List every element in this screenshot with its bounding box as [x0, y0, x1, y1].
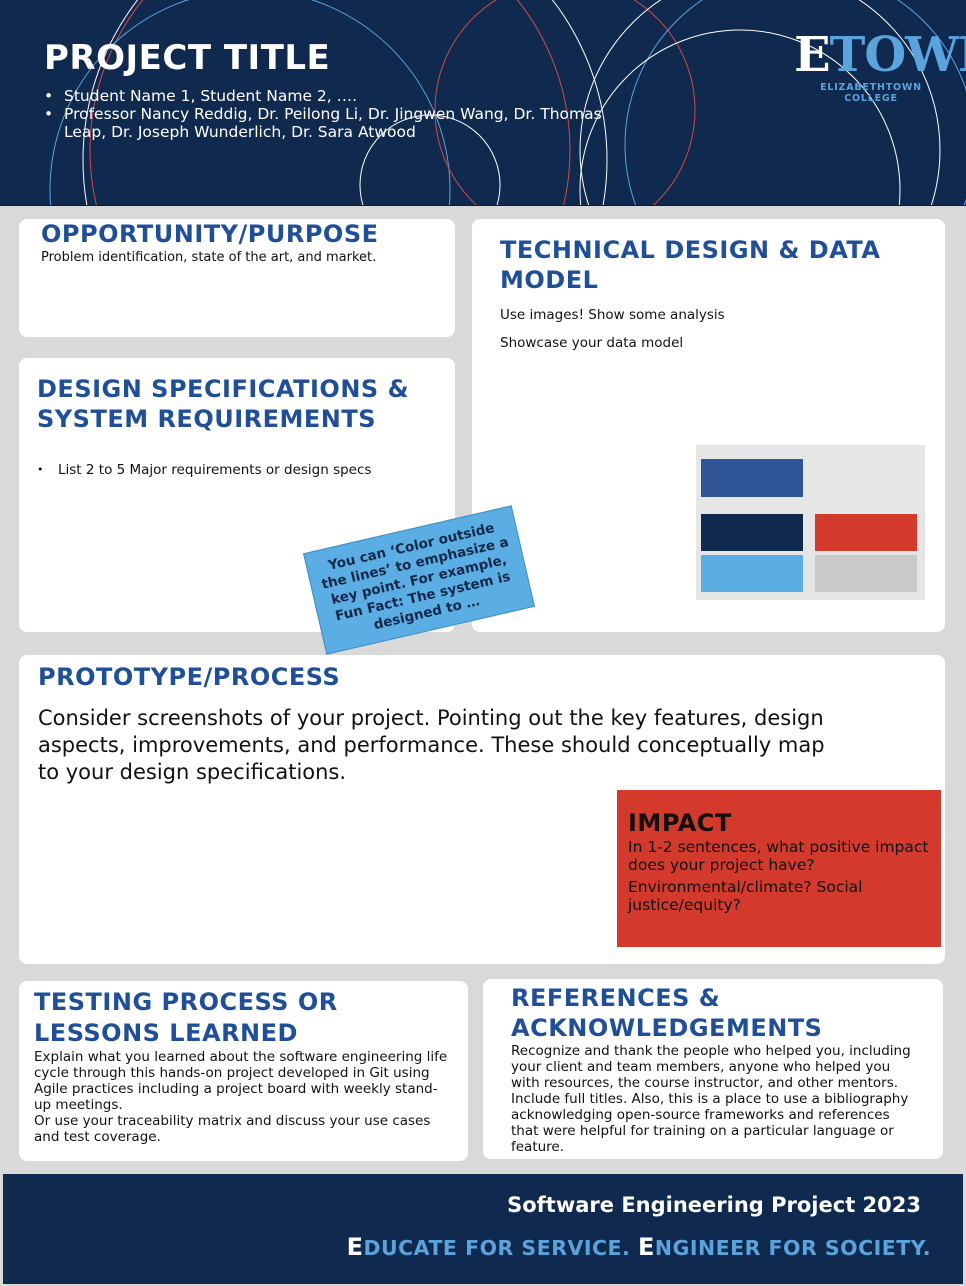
tagline-cap: E	[346, 1233, 364, 1261]
references-card: REFERENCES & ACKNOWLEDGEMENTS Recognize …	[483, 979, 943, 1159]
opportunity-body: Problem identification, state of the art…	[41, 250, 377, 265]
impact-box: IMPACT In 1-2 sentences, what positive i…	[617, 790, 941, 947]
testing-body: Explain what you learned about the softw…	[34, 1049, 448, 1113]
technical-heading: TECHNICAL DESIGN & DATA MODEL	[500, 236, 881, 294]
opportunity-card: OPPORTUNITY/PURPOSE Problem identificati…	[19, 219, 455, 337]
design-list-item: List 2 to 5 Major requirements or design…	[37, 462, 437, 478]
event-title: Software Engineering Project 2023	[507, 1193, 921, 1217]
design-heading: DESIGN SPECIFICATIONS & SYSTEM REQUIREME…	[37, 375, 409, 433]
testing-heading: TESTING PROCESS OR LESSONS LEARNED	[34, 988, 338, 1047]
author-list: Student Name 1, Student Name 2, …. Profe…	[44, 87, 604, 141]
swatch-navy	[701, 514, 803, 551]
technical-line: Showcase your data model	[500, 335, 684, 351]
references-heading: REFERENCES & ACKNOWLEDGEMENTS	[511, 984, 823, 1042]
impact-line: Environmental/climate? Social justice/eq…	[628, 878, 863, 914]
references-body: Recognize and thank the people who helpe…	[511, 1043, 911, 1155]
tagline: EDUCATE FOR SERVICE. ENGINEER FOR SOCIET…	[347, 1233, 931, 1261]
etown-logo: ETOWN ELIZABETHTOWN COLLEGE	[794, 27, 966, 104]
logo-subtitle: ELIZABETHTOWN COLLEGE	[820, 82, 922, 104]
opportunity-heading: OPPORTUNITY/PURPOSE	[41, 220, 379, 248]
color-palette-image	[696, 445, 925, 600]
swatch-primary	[701, 459, 803, 497]
project-title: PROJECT TITLE	[44, 38, 331, 78]
tagline-cap: E	[637, 1233, 655, 1261]
swatch-gray	[815, 555, 917, 592]
swatch-lightblue	[701, 555, 803, 592]
author-item: Student Name 1, Student Name 2, ….	[44, 87, 604, 105]
design-list: List 2 to 5 Major requirements or design…	[37, 462, 437, 478]
poster-footer: Software Engineering Project 2023 EDUCAT…	[3, 1174, 963, 1284]
testing-body-2: Or use your traceability matrix and disc…	[34, 1113, 431, 1145]
logo-first-letter: E	[794, 27, 831, 83]
prototype-heading: PROTOTYPE/PROCESS	[38, 663, 341, 691]
prototype-body: Consider screenshots of your project. Po…	[38, 706, 825, 784]
author-item: Professor Nancy Reddig, Dr. Peilong Li, …	[44, 105, 604, 141]
technical-line: Use images! Show some analysis	[500, 307, 725, 323]
swatch-red	[815, 514, 917, 551]
testing-card: TESTING PROCESS OR LESSONS LEARNED Expla…	[19, 981, 468, 1161]
impact-line: In 1-2 sentences, what positive impact d…	[628, 838, 929, 874]
logo-wordmark: TOWN	[829, 27, 966, 83]
impact-heading: IMPACT	[628, 809, 732, 837]
tagline-text: NGINEER FOR SOCIETY.	[654, 1236, 931, 1260]
poster-header: PROJECT TITLE Student Name 1, Student Na…	[0, 0, 966, 206]
technical-card: TECHNICAL DESIGN & DATA MODEL Use images…	[472, 219, 945, 632]
tagline-text: DUCATE FOR SERVICE.	[363, 1236, 638, 1260]
